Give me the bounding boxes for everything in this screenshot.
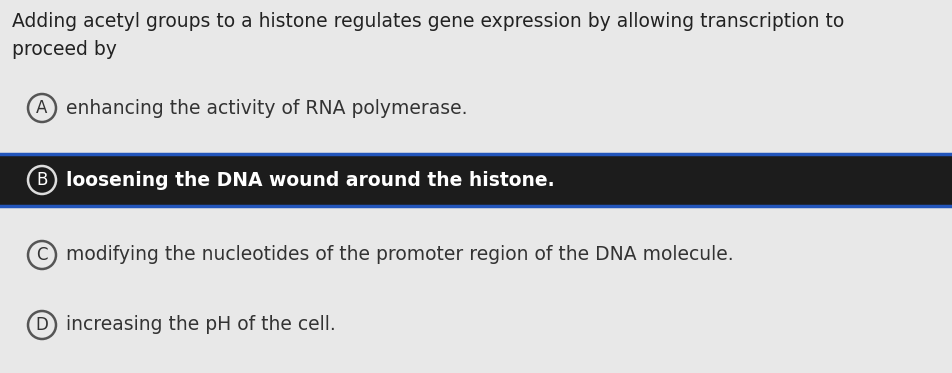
Text: B: B — [36, 171, 48, 189]
Text: increasing the pH of the cell.: increasing the pH of the cell. — [66, 316, 336, 335]
Text: D: D — [35, 316, 49, 334]
Text: enhancing the activity of RNA polymerase.: enhancing the activity of RNA polymerase… — [66, 98, 467, 117]
Ellipse shape — [28, 241, 56, 269]
Ellipse shape — [28, 166, 56, 194]
Text: Adding acetyl groups to a histone regulates gene expression by allowing transcri: Adding acetyl groups to a histone regula… — [12, 12, 844, 31]
Text: modifying the nucleotides of the promoter region of the DNA molecule.: modifying the nucleotides of the promote… — [66, 245, 734, 264]
Bar — [0, 154, 952, 206]
Text: C: C — [36, 246, 48, 264]
Text: A: A — [36, 99, 48, 117]
Text: proceed by: proceed by — [12, 40, 117, 59]
Ellipse shape — [28, 94, 56, 122]
Ellipse shape — [28, 311, 56, 339]
Text: loosening the DNA wound around the histone.: loosening the DNA wound around the histo… — [66, 170, 555, 189]
